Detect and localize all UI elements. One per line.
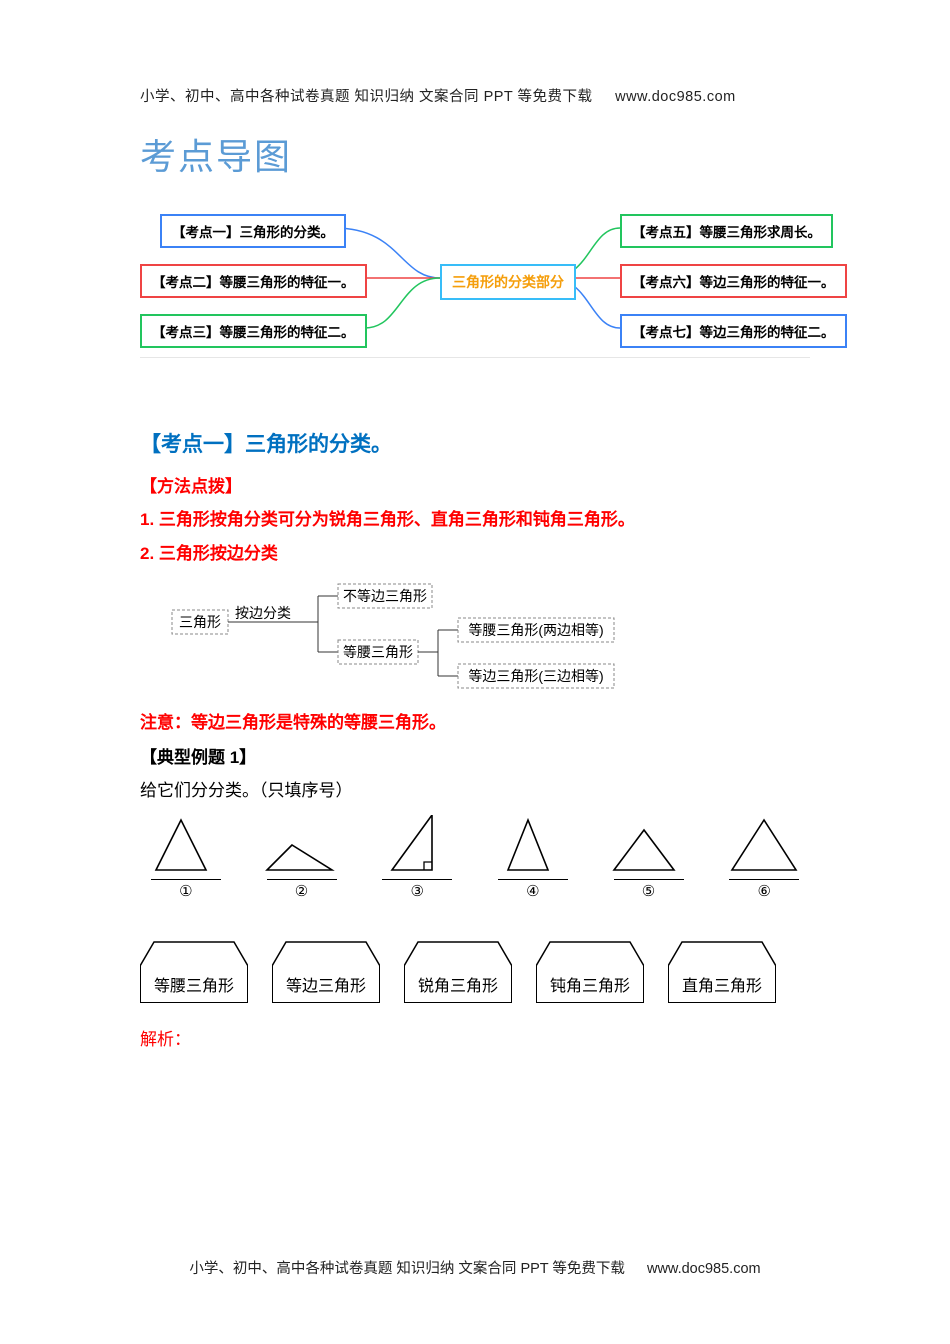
box-top-icon [272,940,380,966]
example-question: 给它们分分类。（只填序号） [140,776,810,801]
header-url: www.doc985.com [615,89,736,105]
mm-left-2: 【考点二】等腰三角形的特征一。 [140,264,367,298]
triangle-icon [377,815,457,875]
category-label: 钝角三角形 [536,966,644,1003]
mindmap: 【考点一】三角形的分类。 【考点二】等腰三角形的特征一。 【考点三】等腰三角形的… [140,208,810,358]
box-top-icon [536,940,644,966]
mm-center: 三角形的分类部分 [440,264,576,300]
category-label: 直角三角形 [668,966,776,1003]
triangle-item: ⑥ [718,815,810,900]
category-box: 等腰三角形 [140,940,248,1003]
footer-text: 小学、初中、高中各种试卷真题 知识归纳 文案合同 PPT 等免费下载 [189,1261,625,1277]
tree-sub-2: 等边三角形(三边相等) [468,668,603,684]
section-heading: 【考点一】三角形的分类。 [140,428,810,458]
triangle-icon [609,815,689,875]
mm-left-3: 【考点三】等腰三角形的特征二。 [140,314,367,348]
header-text: 小学、初中、高中各种试卷真题 知识归纳 文案合同 PPT 等免费下载 [140,89,593,105]
mm-right-2: 【考点六】等边三角形的特征一。 [620,264,847,298]
triangle-number: ③ [382,879,452,900]
rule-1: 1. 三角形按角分类可分为锐角三角形、直角三角形和钝角三角形。 [140,507,810,533]
mm-right-1: 【考点五】等腰三角形求周长。 [620,214,833,248]
triangle-row: ① ② ③ ④ ⑤ ⑥ [140,815,810,900]
triangle-number: ⑥ [729,879,799,900]
box-top-icon [668,940,776,966]
triangle-number: ⑤ [614,879,684,900]
footer-url: www.doc985.com [647,1261,761,1277]
answer-heading: 解析： [140,1025,810,1050]
category-box: 锐角三角形 [404,940,512,1003]
tree-child-1: 不等边三角形 [343,588,427,604]
note: 注意：等边三角形是特殊的等腰三角形。 [140,708,810,733]
tree-root: 三角形 [179,614,221,630]
page-header: 小学、初中、高中各种试卷真题 知识归纳 文案合同 PPT 等免费下载 www.d… [140,85,810,106]
example-heading: 【典型例题 1】 [140,743,810,768]
triangle-icon [262,815,342,875]
tree-child-2: 等腰三角形 [343,644,413,660]
category-box: 等边三角形 [272,940,380,1003]
mm-left-1: 【考点一】三角形的分类。 [160,214,346,248]
triangle-icon [493,815,573,875]
page-title: 考点导图 [140,128,810,180]
mm-right-3: 【考点七】等边三角形的特征二。 [620,314,847,348]
triangle-item: ① [140,815,232,900]
category-label: 等边三角形 [272,966,380,1003]
triangle-icon [146,815,226,875]
triangle-number: ① [151,879,221,900]
triangle-number: ④ [498,879,568,900]
page-footer: 小学、初中、高中各种试卷真题 知识归纳 文案合同 PPT 等免费下载 www.d… [0,1257,950,1278]
category-label: 等腰三角形 [140,966,248,1003]
category-box: 直角三角形 [668,940,776,1003]
category-label: 锐角三角形 [404,966,512,1003]
box-top-icon [404,940,512,966]
triangle-item: ④ [487,815,579,900]
triangle-item: ② [256,815,348,900]
classification-tree: 三角形 按边分类 不等边三角形 等腰三角形 等腰三角形(两边相等) 等边三角形(… [170,580,810,690]
triangle-item: ③ [371,815,463,900]
tree-sub-1: 等腰三角形(两边相等) [468,622,603,638]
rule-2: 2. 三角形按边分类 [140,541,810,567]
triangle-number: ② [267,879,337,900]
method-heading: 【方法点拨】 [140,472,810,497]
box-top-icon [140,940,248,966]
triangle-icon [724,815,804,875]
category-box: 钝角三角形 [536,940,644,1003]
category-row: 等腰三角形等边三角形锐角三角形钝角三角形直角三角形 [140,940,810,1003]
triangle-item: ⑤ [603,815,695,900]
tree-branch-label: 按边分类 [235,605,291,621]
